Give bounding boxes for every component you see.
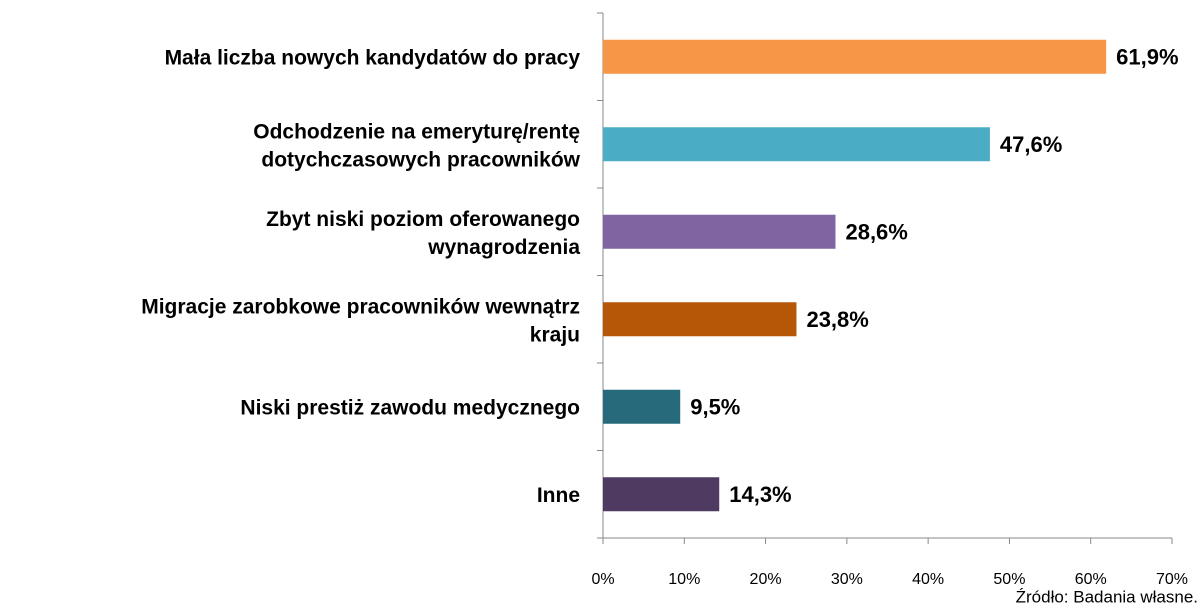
x-tick-label: 10% [668,571,700,588]
bar [603,477,720,512]
x-tick-label: 0% [591,571,614,588]
value-label: 23,8% [806,307,868,332]
value-label: 28,6% [845,220,907,245]
x-tick-label: 30% [831,571,863,588]
category-label: Migracje zarobkowe pracowników wewnątrz k… [141,295,580,346]
category-label: Inne [537,484,580,507]
category-label: Zbyt niski poziom oferowanego wynagrodzen… [266,207,580,258]
x-tick-label: 40% [912,571,944,588]
value-label: 14,3% [729,482,791,507]
value-label: 61,9% [1116,45,1178,70]
bar [603,302,797,337]
bar [603,127,990,162]
x-tick-label: 60% [1075,571,1107,588]
x-tick-label: 70% [1156,571,1188,588]
x-tick-label: 50% [993,571,1025,588]
bar [603,389,681,424]
value-label: 9,5% [690,395,740,420]
category-label: Niski prestiż zawodu medycznego [240,396,580,419]
source-note: Źródło: Badania własne. [1016,587,1198,606]
value-label: 47,6% [1000,132,1062,157]
x-tick-label: 20% [750,571,782,588]
bar [603,214,836,249]
category-label: Odchodzenie na emeryturę/rentę dotychczas… [253,120,580,171]
bar [603,39,1107,74]
category-label: Mała liczba nowych kandydatów do pracy [165,46,581,69]
